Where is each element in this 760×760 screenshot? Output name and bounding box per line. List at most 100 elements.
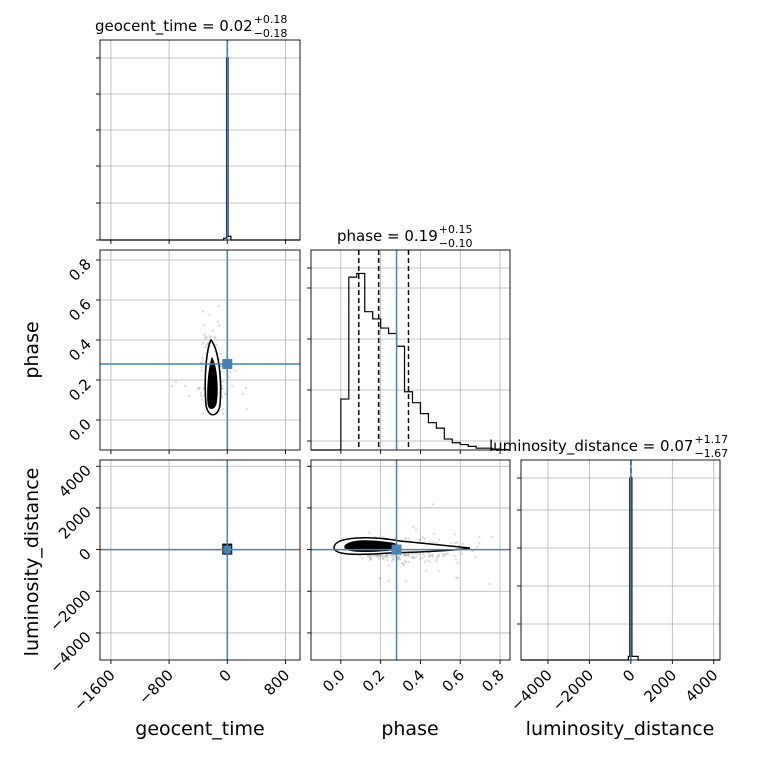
sample-point <box>202 359 205 362</box>
sample-point <box>456 576 460 580</box>
sample-point <box>216 320 219 323</box>
sample-point <box>411 552 414 556</box>
sample-point <box>403 553 407 556</box>
sample-point <box>200 398 204 401</box>
sample-point <box>399 557 402 561</box>
sample-point <box>393 555 396 558</box>
sample-point <box>404 538 408 541</box>
title-minus-phase: −0.10 <box>439 237 473 250</box>
sample-point <box>406 553 410 557</box>
truth-marker <box>222 359 233 369</box>
sample-point <box>423 537 427 540</box>
sample-point <box>397 558 400 561</box>
sample-point <box>170 385 174 388</box>
sample-point <box>368 556 372 560</box>
sample-point <box>383 555 387 558</box>
sample-point <box>404 554 408 558</box>
sample-point <box>478 536 481 539</box>
y-tick-label-phase: 0.8 <box>65 255 95 285</box>
sample-point <box>382 535 386 538</box>
sample-point <box>417 553 421 556</box>
y-tick-label-phase: 0.0 <box>65 415 95 445</box>
sample-point <box>202 310 205 313</box>
sample-point <box>406 553 410 557</box>
sample-point <box>387 564 391 567</box>
sample-point <box>224 392 227 396</box>
sample-point <box>441 552 444 556</box>
sample-point <box>382 558 385 561</box>
sample-point <box>386 559 389 562</box>
sample-point <box>453 533 456 536</box>
y-axis-label-phase: phase <box>21 321 43 378</box>
sample-point <box>376 555 379 558</box>
y-tick-label-phase: 0.2 <box>65 375 95 405</box>
sample-point <box>198 387 202 390</box>
sample-point <box>432 541 435 544</box>
sample-point <box>402 563 406 566</box>
sample-point <box>212 336 216 339</box>
sample-point <box>358 554 362 557</box>
sample-point <box>443 553 446 556</box>
y-tick-label-luminosity_distance: 2000 <box>55 503 95 543</box>
sample-point <box>378 577 381 580</box>
title-plus-geocent_time: +0.18 <box>254 13 288 26</box>
sample-point <box>222 412 225 415</box>
sample-point <box>428 560 431 563</box>
sample-point <box>461 542 465 546</box>
title-minus-luminosity_distance: −1.67 <box>694 447 728 460</box>
sample-point <box>444 553 448 556</box>
x-tick-label-phase: 0.6 <box>438 666 468 696</box>
sample-point <box>407 554 411 558</box>
sample-point <box>478 542 481 545</box>
sample-point <box>422 552 425 556</box>
sample-point <box>387 579 390 582</box>
sample-point <box>460 552 464 555</box>
sample-point <box>428 555 431 558</box>
sample-point <box>412 556 415 560</box>
x-tick-label-luminosity_distance: 4000 <box>682 666 722 706</box>
sample-point <box>378 554 382 558</box>
sample-point <box>174 380 178 383</box>
sample-point <box>203 336 207 340</box>
sample-point <box>390 555 394 558</box>
sample-point <box>475 545 479 549</box>
sample-point <box>407 537 410 540</box>
sample-point <box>375 554 378 557</box>
sample-point <box>211 329 214 333</box>
scatter-group <box>100 250 300 450</box>
sample-point <box>376 554 380 557</box>
sample-point <box>217 324 221 327</box>
sample-point <box>404 559 407 563</box>
sample-point <box>421 536 425 539</box>
sample-point <box>432 532 435 535</box>
sample-point <box>378 557 381 561</box>
x-tick-label-geocent_time: 800 <box>260 666 293 699</box>
x-tick-label-luminosity_distance: −4000 <box>507 666 556 715</box>
x-axis-label-geocent_time: geocent_time <box>135 718 264 740</box>
sample-point <box>397 556 400 559</box>
title-geocent_time: geocent_time = 0.02 <box>95 17 253 36</box>
sample-point <box>431 555 434 558</box>
sample-point <box>204 335 207 338</box>
sample-point <box>385 556 389 559</box>
sample-point <box>184 384 187 388</box>
histogram-step-geocent_time <box>100 57 300 241</box>
sample-point <box>437 569 441 573</box>
density-contour-inner <box>207 356 218 409</box>
sample-point <box>437 554 440 558</box>
y-tick-label-luminosity_distance: 0 <box>75 545 94 564</box>
sample-point <box>208 313 211 317</box>
title-plus-luminosity_distance: +1.17 <box>694 433 728 446</box>
x-tick-label-geocent_time: −1600 <box>70 666 119 715</box>
frames-layer <box>96 39 721 664</box>
sample-point <box>425 569 428 572</box>
truth-marker <box>391 544 402 555</box>
sample-point <box>435 557 438 560</box>
sample-point <box>220 380 224 383</box>
sample-point <box>453 554 456 557</box>
sample-point <box>228 371 232 374</box>
sample-point <box>197 386 200 390</box>
sample-point <box>417 538 421 541</box>
title-minus-geocent_time: −0.18 <box>254 27 288 40</box>
y-tick-label-phase: 0.6 <box>65 295 95 325</box>
